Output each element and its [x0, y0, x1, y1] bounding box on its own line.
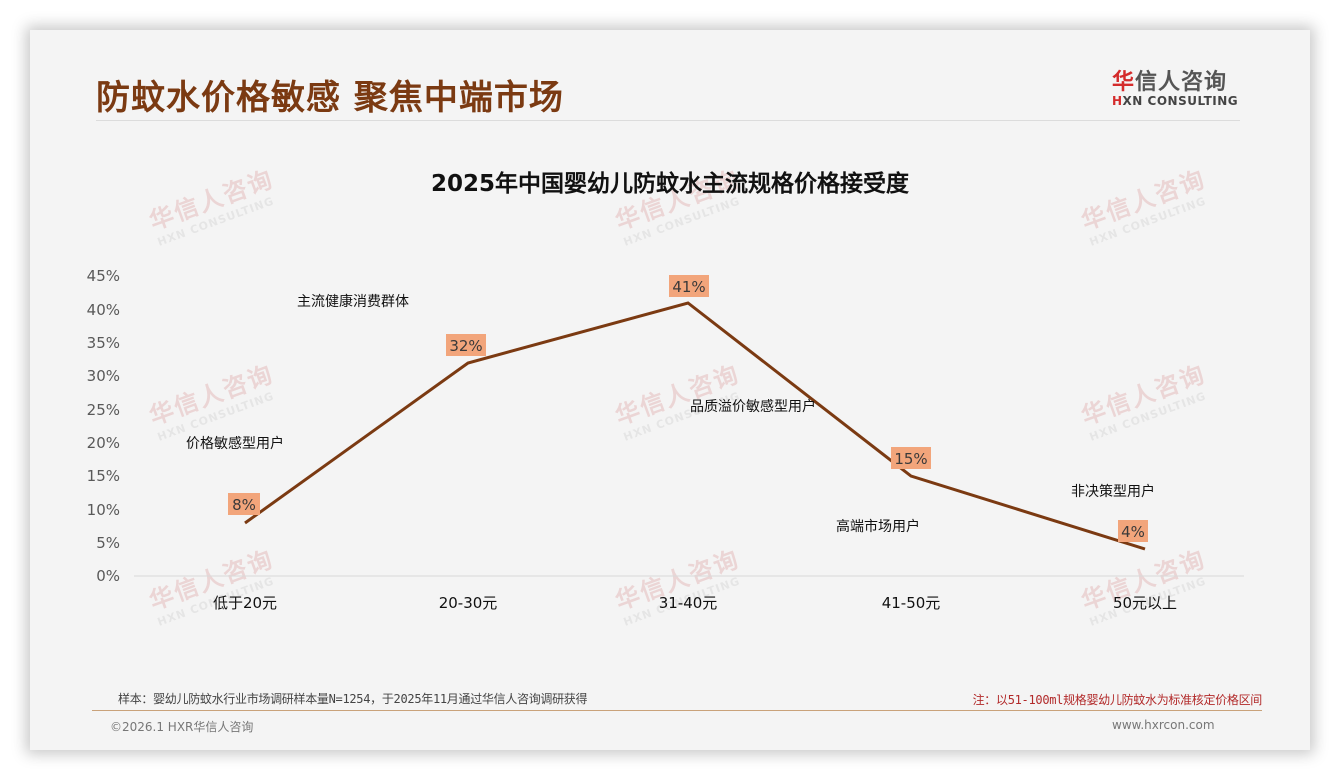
data-label: 4% — [1121, 523, 1145, 541]
data-label-bg — [228, 493, 260, 515]
page-title: 防蚊水价格敏感 聚焦中端市场 — [96, 78, 564, 118]
y-tick: 25% — [87, 401, 120, 419]
y-tick: 40% — [87, 301, 120, 319]
logo-en-rest: XN CONSULTING — [1122, 94, 1239, 108]
y-tick: 15% — [87, 467, 120, 485]
y-tick: 45% — [87, 267, 120, 285]
website-link[interactable]: www.hxrcon.com — [1112, 718, 1215, 732]
line-chart: 0% 5% 10% 15% 20% 25% 30% 35% 40% 45% 低于… — [87, 267, 1244, 612]
data-label-bg — [891, 447, 931, 469]
logo-en-first: H — [1112, 94, 1123, 108]
data-labels: 8% 32% 41% 15% 4% — [228, 275, 1148, 542]
logo-cn-rest: 信人咨询 — [1135, 70, 1228, 95]
x-tick: 低于20元 — [213, 594, 277, 612]
chart-title: 2025年中国婴幼儿防蚊水主流规格价格接受度 — [430, 171, 909, 197]
logo-en: HXN CONSULTING — [1112, 94, 1242, 108]
price-note: 注：以51-100ml规格婴幼儿防蚊水为标准核定价格区间 — [972, 693, 1263, 707]
x-tick: 50元以上 — [1113, 594, 1177, 612]
annotation-high-end: 高端市场用户 — [836, 518, 920, 535]
data-label-bg — [1118, 520, 1148, 542]
company-logo: 华信人咨询 HXN CONSULTING — [1112, 64, 1242, 108]
y-axis: 0% 5% 10% 15% 20% 25% 30% 35% 40% 45% — [87, 267, 120, 585]
data-label-bg — [669, 275, 709, 297]
data-label: 41% — [672, 278, 705, 296]
logo-cn-first: 华 — [1112, 70, 1136, 95]
logo-cn: 华信人咨询 — [1112, 64, 1242, 96]
x-tick: 20-30元 — [439, 594, 498, 612]
x-tick: 41-50元 — [882, 594, 941, 612]
sample-note: 样本：婴幼儿防蚊水行业市场调研样本量N=1254，于2025年11月通过华信人咨… — [118, 692, 588, 706]
y-tick: 20% — [87, 434, 120, 452]
title-divider — [96, 120, 1240, 121]
annotations: 价格敏感型用户 主流健康消费群体 品质溢价敏感型用户 高端市场用户 非决策型用户 — [186, 293, 1155, 535]
copyright: ©2026.1 HXR华信人咨询 — [110, 720, 254, 734]
y-tick: 30% — [87, 367, 120, 385]
annotation-mainstream: 主流健康消费群体 — [297, 293, 409, 310]
data-label: 8% — [232, 496, 256, 514]
series-line — [244, 301, 1146, 551]
annotation-quality-premium: 品质溢价敏感型用户 — [690, 398, 816, 415]
y-tick: 5% — [96, 534, 120, 552]
y-tick: 10% — [87, 501, 120, 519]
annotation-price-sensitive: 价格敏感型用户 — [186, 435, 284, 452]
data-label: 15% — [894, 450, 927, 468]
x-axis: 低于20元 20-30元 31-40元 41-50元 50元以上 — [213, 594, 1177, 612]
annotation-non-decision: 非决策型用户 — [1071, 483, 1155, 500]
x-tick: 31-40元 — [659, 594, 718, 612]
data-label-bg — [446, 334, 486, 356]
slide: 防蚊水价格敏感 聚焦中端市场 华信人咨询 HXN CONSULTING 华信人咨… — [30, 30, 1310, 750]
data-label: 32% — [449, 337, 482, 355]
y-tick: 35% — [87, 334, 120, 352]
footer-divider — [92, 710, 1262, 711]
y-tick: 0% — [96, 567, 120, 585]
